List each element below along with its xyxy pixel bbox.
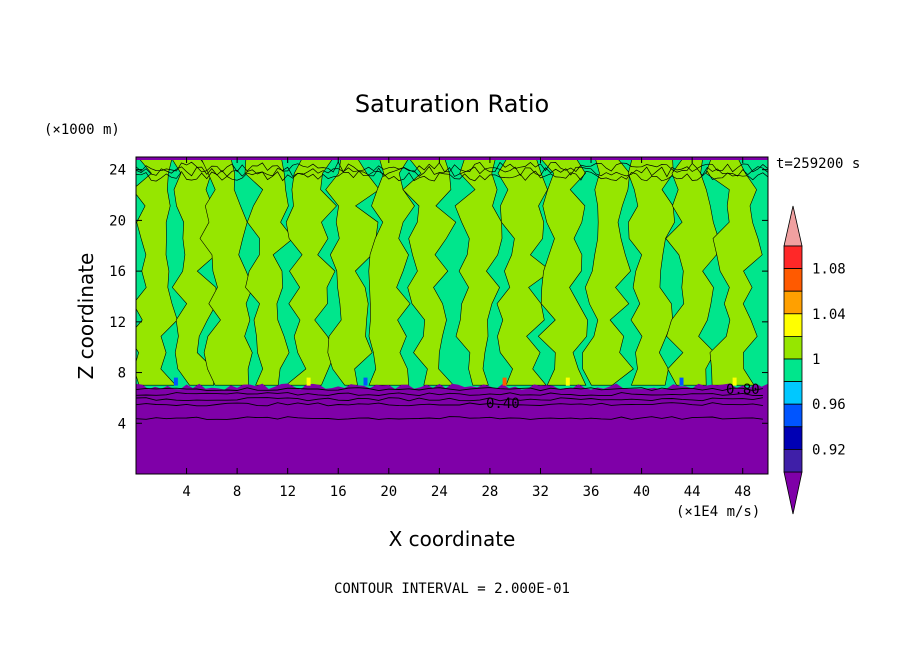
contour-line (136, 165, 768, 178)
contour-lines (136, 157, 768, 420)
contour-label: 0.40 (486, 396, 520, 412)
contour-line (136, 402, 763, 407)
y-tick-label: 8 (118, 366, 126, 382)
contour-line (136, 392, 763, 397)
y-axis-label: Z coordinate (74, 253, 98, 380)
speck (502, 377, 507, 386)
colorbar-label: 1 (812, 352, 820, 368)
colorbar-segment (783, 268, 803, 292)
x-tick-label: 44 (684, 484, 701, 500)
colorbar-segment (783, 381, 803, 405)
lime-band (325, 157, 380, 386)
lime-band (368, 157, 415, 386)
contour-line (136, 416, 763, 420)
y-tick-label: 20 (109, 213, 126, 229)
contour-line (136, 170, 768, 182)
x-tick-label: 40 (633, 484, 650, 500)
lime-band (705, 157, 763, 386)
colorbar-segment (783, 403, 803, 428)
plot-area (136, 157, 768, 474)
lime-band (402, 157, 457, 386)
top-strip (136, 157, 768, 160)
x-tick-label: 4 (182, 484, 190, 500)
y-tick-label: 12 (109, 315, 126, 331)
lime-bands (136, 157, 763, 386)
x-tick-label: 24 (431, 484, 448, 500)
y-axis: 4 8 12 16 20 24 (109, 163, 768, 432)
lime-band (244, 157, 294, 386)
x-tick-label: 20 (380, 484, 397, 500)
lower-layer (136, 377, 768, 474)
speck (173, 377, 178, 386)
y-tick-label: 16 (109, 264, 126, 280)
speck (679, 377, 684, 386)
lime-band (496, 157, 552, 386)
footer-note: CONTOUR INTERVAL = 2.000E-01 (334, 581, 570, 597)
time-label: t=259200 s (776, 156, 860, 172)
y-unit-label: (×1000 m) (44, 122, 120, 138)
chart-title: Saturation Ratio (355, 90, 549, 118)
x-unit-label: (×1E4 m/s) (676, 504, 760, 520)
contour-line (136, 397, 763, 402)
x-axis: 4 8 12 16 20 24 28 32 36 40 44 48 (182, 157, 751, 500)
lime-band (454, 157, 503, 386)
colorbar-segment (783, 313, 803, 337)
speck (732, 377, 737, 386)
x-tick-label: 12 (279, 484, 296, 500)
contour-line (136, 387, 763, 392)
colorbar-label: 1.08 (812, 262, 846, 278)
contour-line (136, 161, 768, 173)
y-tick-label: 4 (118, 416, 126, 432)
colorbar-segment (783, 205, 803, 247)
x-axis-label: X coordinate (389, 527, 516, 551)
colorbar-segment (783, 448, 803, 473)
colorbar-segment (783, 426, 803, 450)
colorbar-segment (783, 335, 803, 360)
colorbar-label: 0.92 (812, 442, 846, 458)
contour-label: 0.80 (726, 382, 760, 398)
plot-frame (135, 156, 769, 475)
lime-band (285, 157, 337, 386)
lime-band (199, 157, 253, 386)
x-tick-label: 36 (583, 484, 600, 500)
y-tick-label: 24 (109, 163, 126, 179)
colorbar-segment (783, 358, 803, 383)
lime-band (170, 157, 217, 386)
x-tick-label: 48 (734, 484, 751, 500)
colorbar-segment (783, 471, 803, 515)
x-tick-label: 8 (233, 484, 241, 500)
lime-band (665, 157, 719, 386)
speck (565, 377, 570, 386)
lime-band (537, 157, 588, 386)
colorbar-segment (783, 290, 803, 315)
colorbar: 1.08 1.04 1 0.96 0.92 (783, 205, 846, 515)
purple-layer (136, 383, 768, 474)
colorbar-label: 1.04 (812, 307, 846, 323)
x-tick-label: 16 (330, 484, 347, 500)
colorbar-segment (783, 245, 803, 270)
colorbar-label: 0.96 (812, 397, 846, 413)
speck (363, 377, 368, 386)
x-tick-label: 32 (532, 484, 549, 500)
lime-band (582, 157, 634, 386)
x-tick-label: 28 (481, 484, 498, 500)
speck (306, 377, 311, 386)
